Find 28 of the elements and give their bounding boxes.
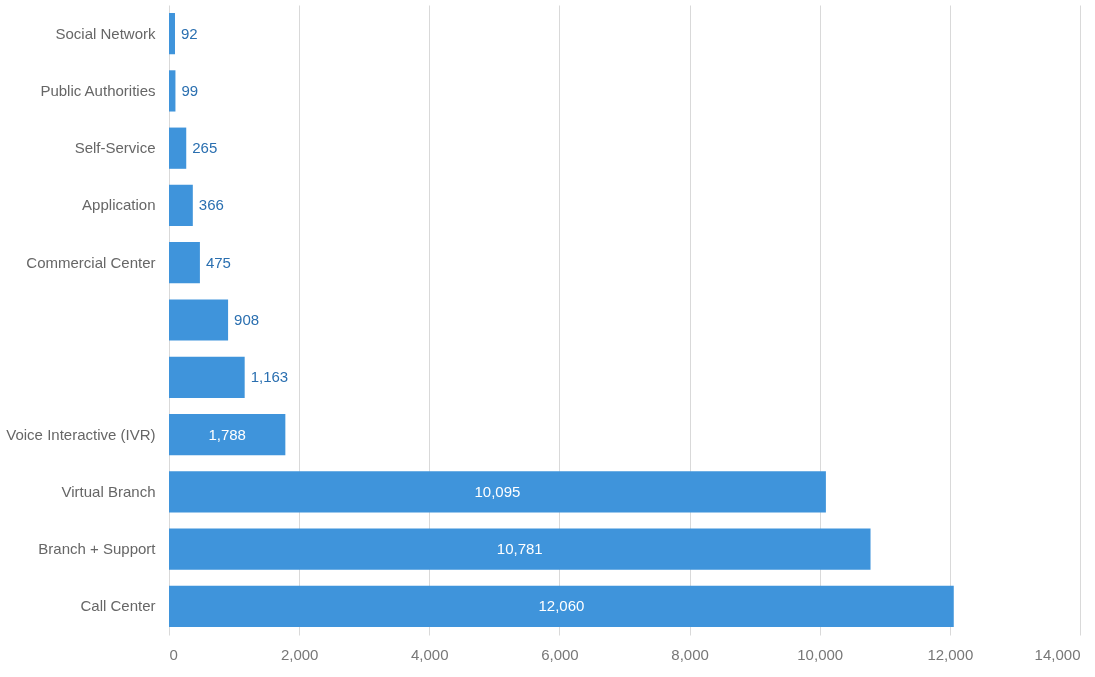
- x-tick-label: 12,000: [927, 645, 974, 663]
- x-tick-label: 14,000: [1034, 645, 1081, 663]
- y-tick-label: Public Authorities: [40, 81, 156, 99]
- data-label: 1,163: [250, 368, 289, 386]
- y-tick-label: Application: [82, 196, 156, 214]
- data-label: 12,060: [538, 597, 585, 615]
- y-tick-label: Social Network: [55, 24, 156, 42]
- y-tick-label: Call Center: [80, 597, 156, 615]
- data-label: 1,788: [208, 425, 246, 443]
- x-tick-label: 0: [169, 645, 178, 663]
- x-tick-label: 8,000: [671, 645, 709, 663]
- data-label: 908: [234, 311, 260, 328]
- data-label: 99: [181, 81, 199, 99]
- x-tick-label: 6,000: [541, 645, 579, 663]
- y-tick-label: Commercial Center: [26, 253, 156, 271]
- y-tick-label: Virtual Branch: [61, 482, 156, 500]
- data-label: 265: [192, 139, 218, 157]
- data-label: 10,095: [474, 482, 521, 500]
- data-label: 92: [180, 24, 198, 42]
- data-label: 10,781: [496, 540, 543, 558]
- data-label: 475: [205, 253, 231, 271]
- x-tick-label: 10,000: [797, 645, 844, 663]
- data-label: 366: [198, 196, 224, 214]
- y-tick-label: Voice Interactive (IVR): [6, 425, 156, 443]
- x-tick-label: 2,000: [280, 645, 319, 663]
- x-tick-label: 4,000: [411, 645, 449, 663]
- y-tick-label: Self-Service: [74, 139, 156, 157]
- y-tick-label: Branch + Support: [38, 540, 157, 558]
